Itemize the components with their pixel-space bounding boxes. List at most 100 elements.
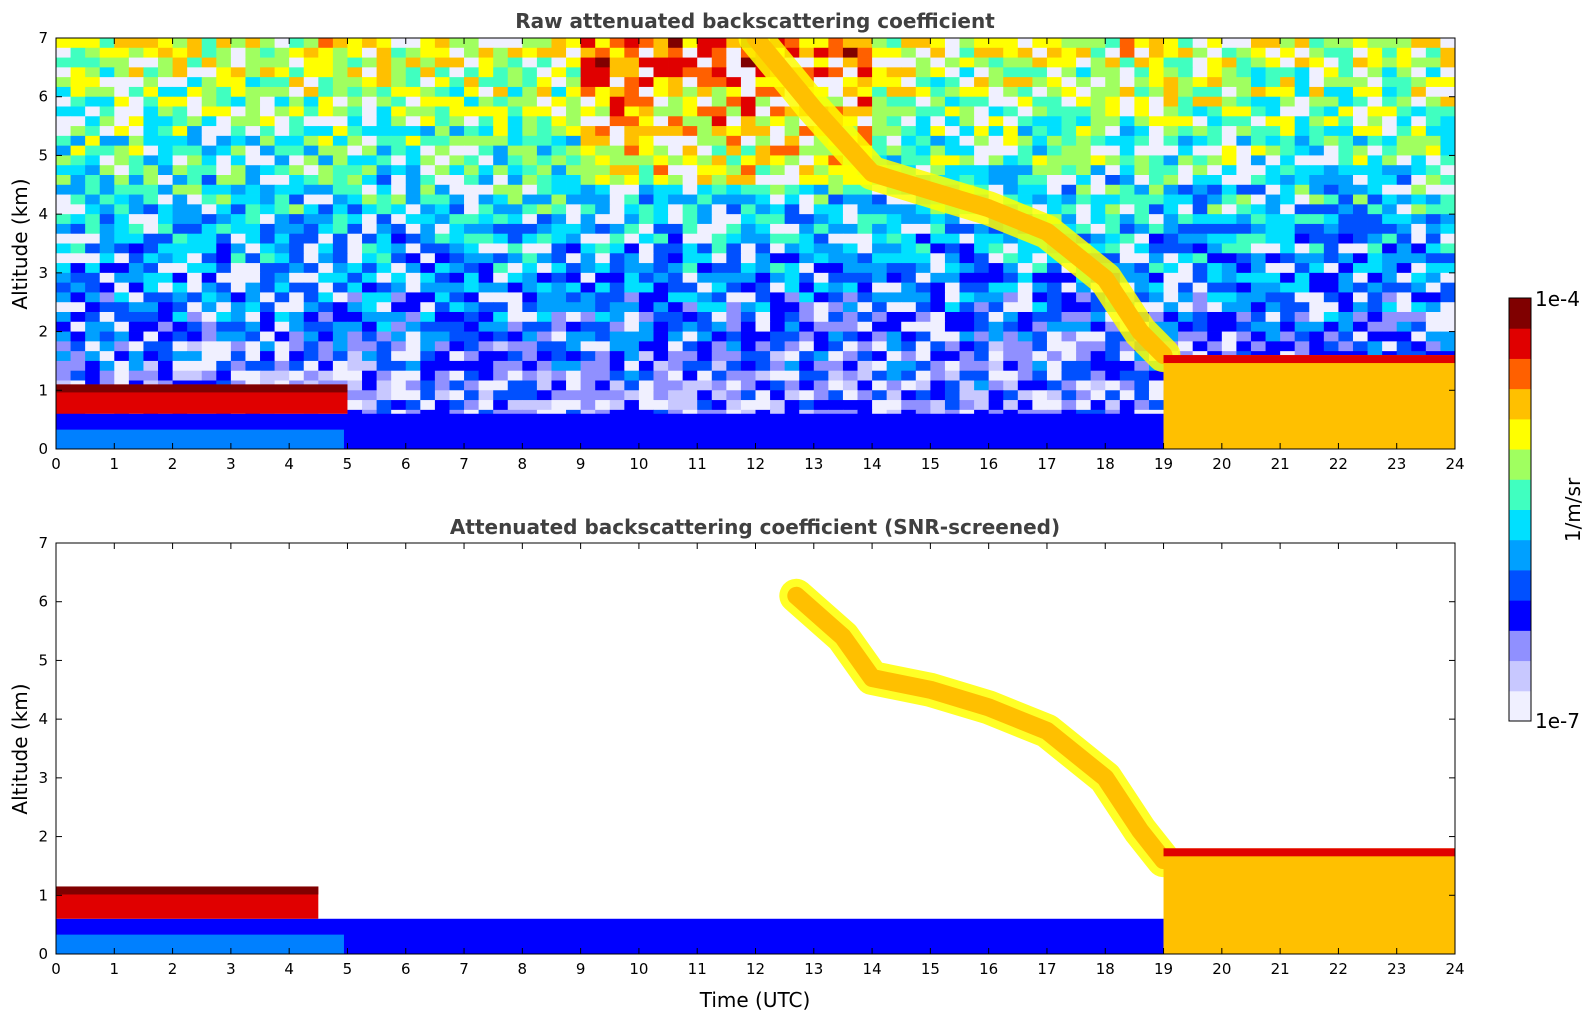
colorbar-step [1509,449,1531,480]
heatmap-cell [114,292,130,303]
heatmap-cell [56,370,71,381]
layer-region [1163,848,1455,954]
heatmap-cell [638,135,654,147]
heatmap-cell [85,282,101,293]
heatmap-cell [493,272,509,284]
heatmap-cell [85,302,101,313]
heatmap-cell [56,38,71,49]
heatmap-cell [1440,272,1455,284]
heatmap-cell [1352,272,1368,284]
heatmap-cell [988,184,1004,195]
heatmap-cell [828,312,844,323]
heatmap-cell [99,253,115,264]
heatmap-cell [566,400,582,411]
heatmap-cell [1236,204,1252,215]
heatmap-cell [332,370,348,381]
heatmap-cell [172,321,188,332]
heatmap-cell [697,184,713,195]
heatmap-cell [901,233,917,244]
heatmap-cell [959,351,975,362]
heatmap-cell [158,312,173,323]
heatmap-cell [682,204,698,215]
heatmap-cell [1338,321,1354,332]
heatmap-cell [1192,233,1208,244]
heatmap-cell [56,194,71,205]
heatmap-cell [332,126,348,137]
heatmap-cell [1090,243,1106,254]
heatmap-cell [711,106,727,117]
heatmap-cell [216,243,232,254]
heatmap-cell [1338,312,1354,323]
heatmap-cell [770,390,786,401]
heatmap-cell [740,126,756,137]
heatmap-cell [944,155,960,166]
heatmap-cell [230,126,246,137]
heatmap-cell [930,86,946,98]
heatmap-cell [464,331,480,342]
heatmap-cell [99,331,115,342]
heatmap-cell [595,47,611,58]
heatmap-cell [842,86,858,98]
heatmap-cell [1061,116,1077,127]
heatmap-cell [128,331,144,342]
heatmap-cell [318,155,334,166]
heatmap-cell [959,116,975,127]
heatmap-cell [1425,184,1441,195]
heatmap-cell [872,370,888,381]
heatmap-cell [944,253,960,264]
heatmap-cell [405,96,421,107]
heatmap-cell [362,155,378,166]
heatmap-cell [1221,263,1237,274]
heatmap-cell [872,57,888,68]
heatmap-cell [1280,292,1296,303]
heatmap-cell [289,302,305,313]
heatmap-cell [566,126,582,137]
heatmap-cell [1090,223,1106,235]
heatmap-cell [230,96,246,107]
heatmap-cell [201,116,217,127]
heatmap-cell [580,214,596,225]
heatmap-cell [522,57,538,68]
heatmap-cell [114,360,130,372]
heatmap-cell [56,126,71,137]
heatmap-cell [828,292,844,303]
heatmap-cell [158,57,173,68]
heatmap-cell [813,282,829,293]
heatmap-cell [1192,312,1208,323]
heatmap-cell [1382,341,1398,352]
heatmap-cell [1003,175,1019,186]
heatmap-cell [1017,165,1033,176]
heatmap-cell [551,223,567,235]
heatmap-cell [740,380,756,391]
heatmap-cell [770,184,786,195]
heatmap-cell [1265,194,1281,205]
heatmap-cell [274,96,290,107]
heatmap-cell [1411,282,1427,293]
heatmap-cell [872,223,888,235]
heatmap-cell [493,47,509,58]
heatmap-cell [1411,263,1427,274]
heatmap-cell [245,312,261,323]
heatmap-cell [536,155,552,166]
heatmap-cell [434,312,450,323]
heatmap-cell [1382,165,1398,176]
heatmap-cell [638,165,654,176]
heatmap-cell [1076,370,1092,381]
heatmap-cell [114,106,130,117]
heatmap-cell [1221,67,1237,78]
heatmap-cell [318,175,334,186]
heatmap-cell [668,175,684,186]
heatmap-cell [828,67,844,78]
heatmap-cell [1309,321,1325,332]
heatmap-cell [1178,194,1194,205]
heatmap-cell [930,390,946,401]
heatmap-cell [1265,126,1281,137]
heatmap-cell [1250,86,1266,98]
heatmap-cell [56,263,71,274]
heatmap-cell [682,263,698,274]
heatmap-cell [682,351,698,362]
heatmap-cell [988,106,1004,117]
heatmap-cell [551,253,567,264]
heatmap-cell [493,321,509,332]
heatmap-cell [507,321,523,332]
